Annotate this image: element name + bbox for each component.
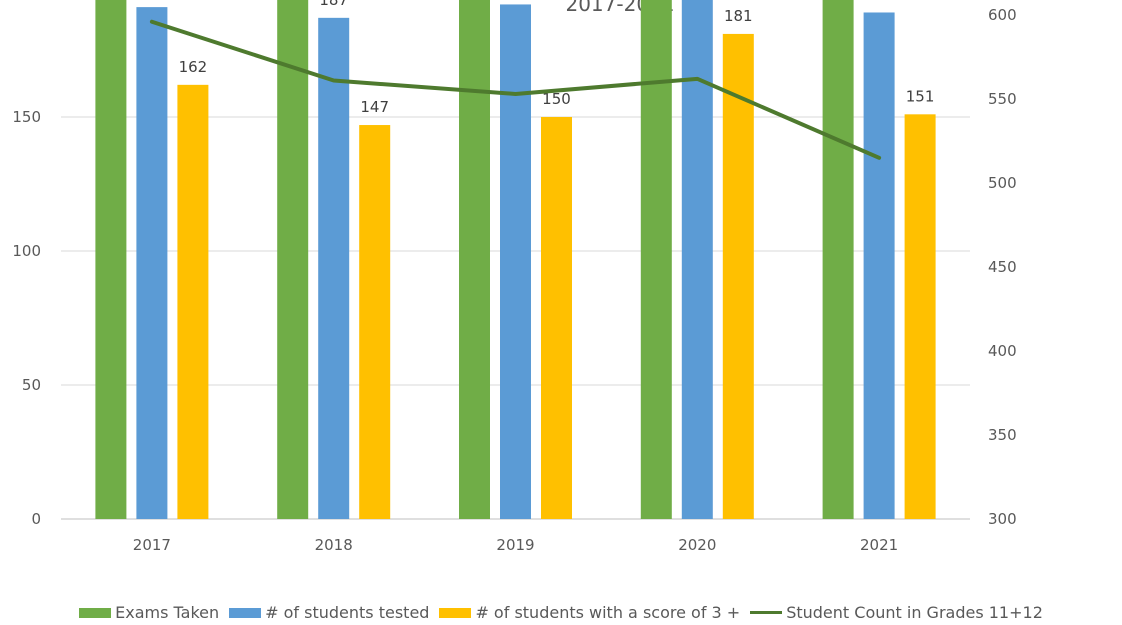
- bar-data-label: 147: [360, 98, 389, 116]
- y-right-tick-label: 350: [988, 426, 1017, 444]
- x-axis: 2017 2018 2019 2020 2021: [133, 536, 898, 554]
- bar: [318, 17, 350, 520]
- bar: [541, 117, 572, 519]
- y-right-tick-label: 400: [988, 342, 1017, 360]
- y-axis-left: 050100150200250300350: [12, 108, 41, 528]
- bar-marks: 3161911623121871473161921503252071813541…: [95, 0, 936, 520]
- y-axis-right: 300 350 400 450 500 550 600: [988, 6, 1017, 528]
- bar: [359, 125, 391, 519]
- bar: [904, 114, 936, 519]
- legend-item-students-tested: # of students tested: [229, 603, 429, 622]
- bar: [277, 0, 309, 520]
- legend-swatch-students-tested: [229, 607, 262, 618]
- line-series: [149, 19, 882, 160]
- legend-item-exams-taken: Exams Taken: [79, 603, 219, 622]
- y-right-tick-label: 450: [988, 258, 1017, 276]
- legend-swatch-student-count: [750, 611, 783, 614]
- bar-data-label: 162: [179, 58, 208, 76]
- legend-label-score-3-plus: # of students with a score of 3 +: [475, 603, 741, 622]
- bar-data-label: 150: [542, 90, 571, 108]
- line-series-path: [149, 19, 882, 160]
- y-left-tick-label: 50: [22, 376, 41, 394]
- x-tick-label: 2019: [496, 536, 534, 554]
- legend-item-student-count: Student Count in Grades 11+12: [750, 603, 1043, 622]
- x-tick-label: 2020: [678, 536, 716, 554]
- y-right-tick-label: 600: [988, 6, 1017, 24]
- y-left-tick-label: 150: [12, 108, 41, 126]
- bar: [500, 4, 531, 519]
- bar: [177, 84, 209, 519]
- y-right-tick-label: 300: [988, 510, 1017, 528]
- x-tick-label: 2017: [133, 536, 171, 554]
- y-left-tick-label: 100: [12, 242, 41, 260]
- y-right-tick-label: 550: [988, 90, 1017, 108]
- bar-data-label: 181: [724, 7, 753, 25]
- y-right-tick-label: 500: [988, 174, 1017, 192]
- bar-data-label: 189: [865, 0, 894, 3]
- bar-data-label: 187: [319, 0, 348, 9]
- bar: [640, 0, 672, 519]
- legend-swatch-score-3-plus: [439, 607, 472, 618]
- legend: Exams Taken # of students tested # of st…: [0, 600, 1122, 625]
- y-left-tick-label: 0: [31, 510, 41, 528]
- legend-label-student-count: Student Count in Grades 11+12: [786, 603, 1043, 622]
- bar: [722, 33, 754, 520]
- legend-label-exams-taken: Exams Taken: [115, 603, 220, 622]
- bar: [459, 0, 490, 519]
- bar: [822, 0, 854, 519]
- x-tick-label: 2021: [860, 536, 898, 554]
- legend-item-score-3-plus: # of students with a score of 3 +: [439, 603, 740, 622]
- x-tick-label: 2018: [315, 536, 353, 554]
- legend-swatch-exams-taken: [79, 607, 112, 618]
- legend-label-students-tested: # of students tested: [265, 603, 430, 622]
- bar: [863, 12, 895, 519]
- chart: 2017-2021 050100150200250300350 30035040…: [12, 0, 1017, 554]
- bar: [681, 0, 713, 520]
- bar-data-label: 151: [906, 87, 935, 105]
- bar: [136, 7, 168, 520]
- bar: [95, 0, 127, 519]
